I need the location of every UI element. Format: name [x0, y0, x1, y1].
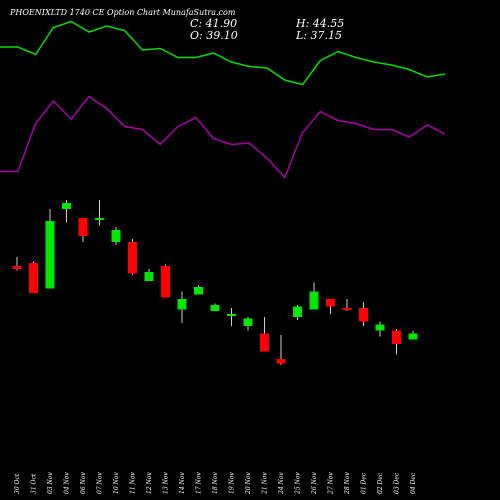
candle-body-up — [293, 306, 302, 317]
low-value: L: 37.15 — [296, 29, 342, 42]
close-value: C: 41.90 — [190, 17, 238, 30]
candle — [309, 282, 319, 310]
candle — [194, 285, 203, 295]
candle-body-up — [177, 299, 187, 310]
candle-body-down — [359, 308, 368, 322]
candle — [276, 335, 286, 365]
candle — [392, 329, 401, 355]
candle-body-down — [342, 308, 352, 310]
candles — [12, 200, 418, 365]
x-tick-label: 04 Nov — [64, 472, 71, 494]
x-tick-label: 01 Dec — [361, 472, 368, 494]
candle — [326, 299, 335, 314]
x-tick-label: 30 Oct — [14, 473, 21, 494]
candle-body-down — [128, 242, 137, 274]
candle-body-up — [375, 324, 385, 331]
candle-body-down — [161, 266, 170, 298]
x-tick-label: 24 Nov — [278, 472, 285, 495]
candle — [342, 299, 352, 311]
candle-body-up — [227, 314, 236, 316]
x-tick-label: 04 Dec — [410, 472, 417, 494]
candle-body-down — [12, 266, 22, 269]
x-tick-label: 07 Nov — [97, 472, 104, 494]
candle — [243, 317, 253, 331]
x-tick-label: 02 Dec — [377, 472, 384, 494]
chart-title: PHOENIXLTD 1740 CE Option Chart MunafaSu… — [10, 8, 236, 17]
candle-body-up — [95, 218, 104, 220]
candle — [29, 261, 38, 293]
candle-body-up — [111, 230, 121, 242]
candle-body-up — [194, 287, 203, 295]
candle-body-down — [260, 333, 269, 352]
x-tick-label: 14 Nov — [179, 472, 186, 494]
candle — [95, 200, 104, 226]
x-tick-labels: 30 Oct 31 Oct 03 Nov 04 Nov 06 Nov 07 Nov 10 N… — [14, 472, 417, 495]
x-tick-label: 06 Nov — [80, 472, 87, 494]
x-tick-label: 03 Nov — [47, 472, 54, 494]
candle-body-down — [276, 359, 286, 364]
x-tick-label: 11 Nov — [130, 472, 137, 494]
candle — [293, 305, 302, 320]
candle-body-down — [29, 263, 38, 293]
candle-body-up — [243, 318, 253, 326]
x-tick-label: 18 Nov — [212, 472, 219, 494]
candle-body-up — [144, 272, 154, 281]
x-tick-label: 19 Nov — [229, 472, 236, 494]
candle — [45, 209, 55, 289]
candle — [144, 269, 154, 281]
candle-body-up — [408, 333, 418, 340]
candle — [375, 321, 385, 337]
high-value: H: 44.55 — [296, 17, 345, 30]
x-tick-label: 10 Nov — [113, 472, 120, 494]
x-tick-label: 28 Nov — [344, 472, 351, 495]
x-tick-label: 26 Nov — [311, 472, 318, 495]
candle — [161, 264, 170, 298]
x-tick-label: 17 Nov — [196, 472, 203, 494]
candle — [210, 303, 220, 311]
x-tick-label: 03 Dec — [394, 472, 401, 494]
candle — [111, 227, 121, 245]
x-tick-label: 27 Nov — [328, 472, 335, 495]
open-value: O: 39.10 — [190, 29, 238, 42]
indicator-lines — [0, 20, 446, 179]
x-tick-label: 31 Oct — [31, 473, 38, 494]
x-tick-label: 13 Nov — [163, 472, 170, 494]
candle-body-up — [210, 305, 220, 311]
candle — [78, 218, 88, 242]
candle — [227, 308, 236, 326]
candle — [128, 239, 137, 275]
candle — [359, 302, 368, 326]
candle — [408, 330, 418, 340]
candle — [12, 257, 22, 271]
indicator-line-top — [0, 20, 446, 86]
candle — [177, 291, 187, 323]
candle-body-down — [326, 299, 335, 307]
x-tick-label: 25 Nov — [295, 472, 302, 495]
x-tick-label: 20 Nov — [245, 472, 252, 495]
candle-body-up — [45, 221, 55, 289]
candle-body-up — [309, 291, 319, 310]
candle — [260, 317, 269, 352]
candle-body-down — [78, 218, 88, 236]
candle-body-up — [62, 203, 71, 209]
candle-body-down — [392, 330, 401, 344]
candle — [62, 200, 71, 223]
x-tick-label: 21 Nov — [262, 472, 269, 495]
indicator-line-bottom — [0, 95, 446, 179]
x-tick-label: 12 Nov — [146, 472, 153, 494]
